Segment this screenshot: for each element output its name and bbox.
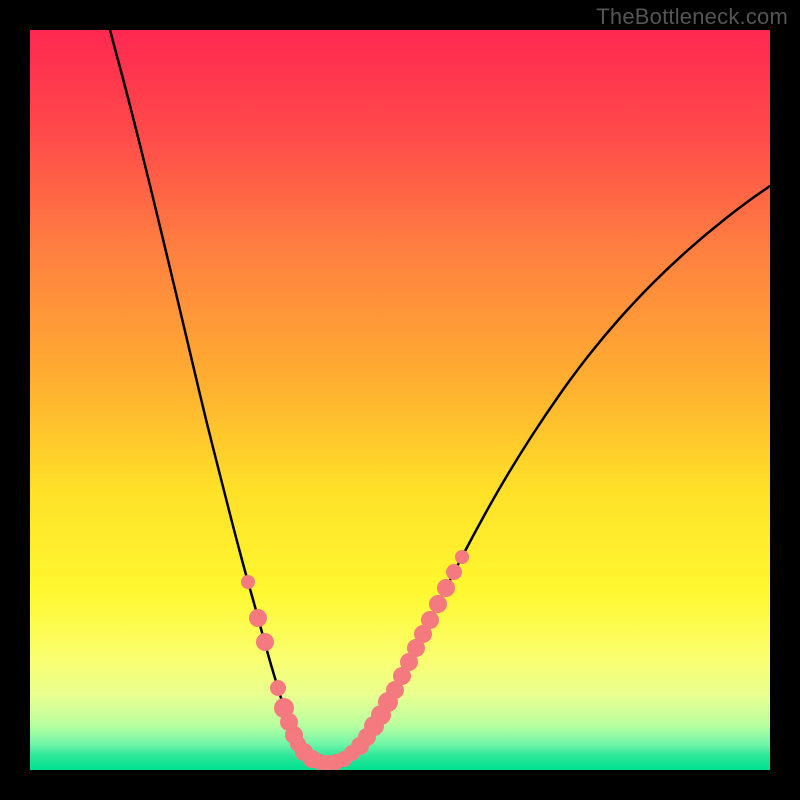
data-marker xyxy=(241,575,255,589)
data-marker xyxy=(421,611,439,629)
bottleneck-curve xyxy=(110,30,770,763)
data-marker xyxy=(270,680,286,696)
data-marker xyxy=(256,633,274,651)
data-marker xyxy=(455,550,469,564)
plot-area xyxy=(30,30,770,770)
data-marker xyxy=(446,564,462,580)
curve-layer xyxy=(30,30,770,770)
data-marker xyxy=(429,595,447,613)
data-marker xyxy=(437,579,455,597)
data-marker xyxy=(249,609,267,627)
watermark-text: TheBottleneck.com xyxy=(596,4,788,30)
